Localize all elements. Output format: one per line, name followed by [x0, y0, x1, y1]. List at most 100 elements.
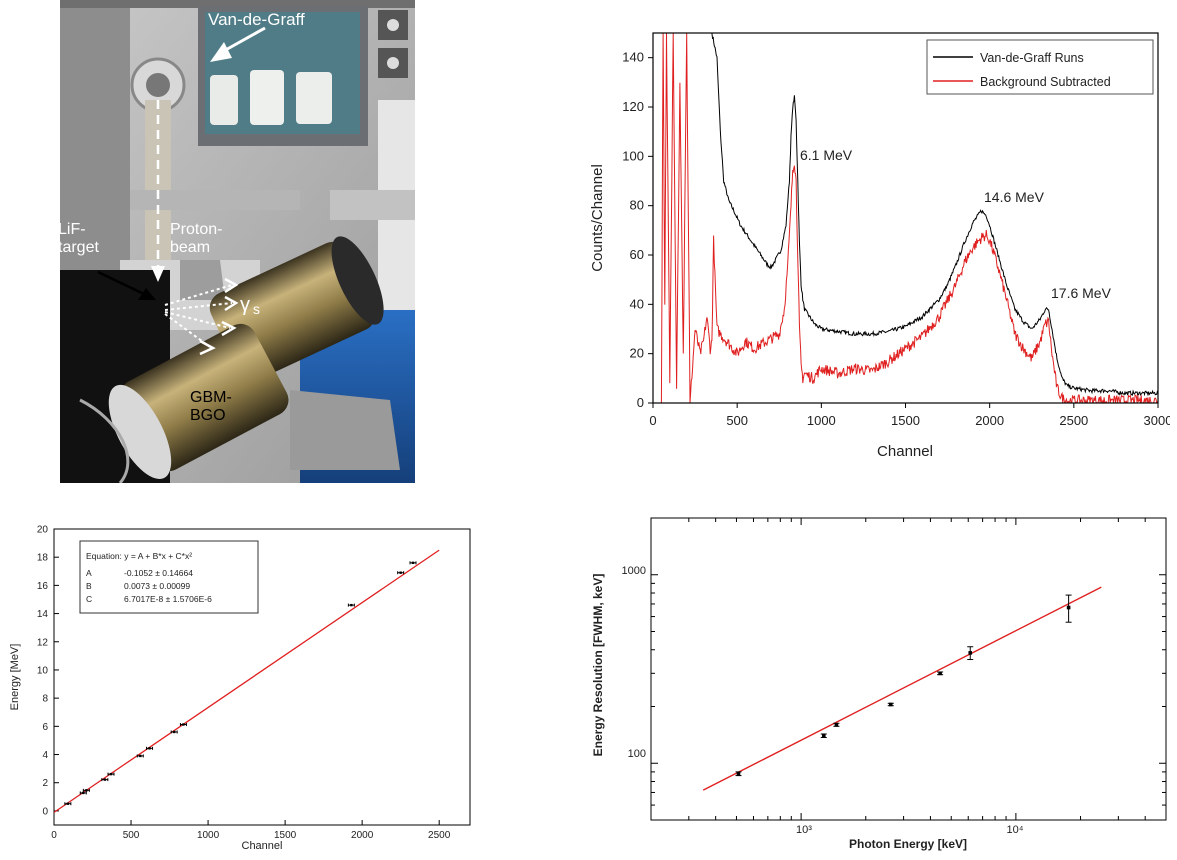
calibration-y-tick-label: 8 [42, 694, 48, 705]
calibration-data-point [136, 754, 144, 758]
resolution-fit-line [702, 586, 1102, 791]
series-line-van-de-graff-runs [711, 33, 1158, 397]
lif-target-label-1: LiF- [60, 221, 86, 238]
spectrum-y-tick-label: 40 [630, 296, 644, 311]
legend-label-background-subtracted: Background Subtracted [980, 75, 1111, 89]
spectrum-x-axis-label: Channel [877, 443, 933, 460]
spectrum-chart: 0 500 1000 1500 2000 2500 3000 0 20 40 60 80 100 120… [560, 0, 1177, 475]
fit-param-a-value: -0.1052 ± 0.14664 [124, 568, 193, 578]
spectrum-y-tick-label: 120 [622, 99, 644, 114]
spectrum-legend: Van-de-Graff Runs Background Subtracted [926, 39, 1154, 95]
calibration-y-tick-label: 4 [42, 750, 48, 761]
spectrum-chart-svg: 0 500 1000 1500 2000 2500 3000 0 20 40 60 80 100 120… [589, 32, 1172, 460]
calibration-y-tick-label: 2 [42, 778, 48, 789]
calibration-x-tick-label: 1500 [274, 830, 297, 841]
calibration-x-axis-label: Channel [242, 840, 283, 852]
calibration-x-tick-label: 2500 [428, 830, 451, 841]
fit-param-c-value: 6.7017E-8 ± 1.5706E-6 [124, 594, 212, 604]
annotation-14-6-mev: 14.6 MeV [984, 189, 1045, 205]
calibration-y-tick-label: 18 [37, 553, 49, 564]
calibration-y-tick-label: 6 [42, 722, 48, 733]
series-line-background-subtracted [660, 33, 1158, 403]
legend-label-vdg-runs: Van-de-Graff Runs [980, 51, 1084, 65]
calibration-fit-line [53, 549, 440, 813]
spectrum-x-tick-label: 2500 [1059, 413, 1088, 428]
calibration-data-point [82, 788, 90, 792]
lab-photo: Van-de-Graff LiF- target Proton- beam γ … [58, 0, 415, 484]
resolution-data-point [1065, 594, 1072, 623]
calibration-x-tick-label: 2000 [351, 830, 374, 841]
gamma-ray-arrows [164, 284, 233, 348]
calibration-y-tick-label: 20 [37, 525, 49, 536]
spectrum-x-tick-label: 500 [726, 413, 748, 428]
fit-equation: Equation: y = A + B*x + C*x² [86, 551, 192, 561]
van-de-graff-arrow [221, 26, 266, 54]
resolution-data-point [833, 722, 840, 727]
resolution-chart-svg: Photon Energy [keV] Energy Resolution [F… [591, 517, 1167, 851]
calibration-data-point [409, 561, 417, 565]
calibration-y-tick-label: 12 [37, 637, 49, 648]
proton-beam-label-2: beam [170, 239, 210, 256]
lif-target-arrow [97, 270, 149, 298]
fit-param-b-value: 0.0073 ± 0.00099 [124, 581, 190, 591]
spectrum-y-tick-label: 100 [622, 148, 644, 163]
gbm-bgo-label-1: GBM- [190, 389, 232, 406]
calibration-y-tick-label: 16 [37, 581, 49, 592]
resolution-y-axis-label: Energy Resolution [FWHM, keV] [591, 574, 605, 757]
calibration-y-tick-label: 0 [42, 806, 48, 817]
calibration-chart: 0 500 1000 1500 2000 2500 0 2 4 6 8 10 12 14 16 18 20 C… [0, 515, 480, 856]
spectrum-x-tick-label: 1500 [891, 413, 920, 428]
calibration-data-point [101, 778, 109, 782]
calibration-data-point [179, 723, 187, 727]
annotation-6-1-mev: 6.1 MeV [800, 147, 853, 163]
calibration-chart-svg: 0 500 1000 1500 2000 2500 0 2 4 6 8 10 12 14 16 18 20 C… [9, 525, 471, 852]
calibration-x-tick-label: 500 [123, 830, 140, 841]
resolution-data-point [820, 733, 827, 738]
resolution-y-tick-label: 100 [628, 748, 646, 760]
spectrum-y-tick-label: 0 [637, 395, 644, 410]
van-de-graff-label: Van-de-Graff [208, 10, 305, 29]
fit-param-b-name: B [86, 581, 92, 591]
fit-param-a-name: A [86, 568, 92, 578]
spectrum-y-tick-label: 60 [630, 247, 644, 262]
resolution-x-tick-label: 10⁴ [1007, 824, 1024, 836]
spectrum-x-tick-label: 0 [649, 413, 656, 428]
spectrum-y-axis-label: Counts/Channel [589, 164, 606, 272]
proton-beam-arrowhead [151, 266, 165, 282]
resolution-data-point [735, 771, 742, 777]
calibration-x-tick-label: 0 [51, 830, 57, 841]
calibration-plot-frame [53, 528, 471, 826]
resolution-data-point [937, 671, 944, 676]
van-de-graff-arrowhead [210, 42, 232, 62]
proton-beam-label-1: Proton- [170, 221, 222, 238]
fit-param-c-name: C [86, 594, 92, 604]
spectrum-x-tick-label: 3000 [1144, 413, 1170, 428]
calibration-data-point [107, 772, 115, 776]
calibration-y-tick-label: 10 [37, 665, 49, 676]
fit-parameter-box: Equation: y = A + B*x + C*x² A -0.1052 ±… [79, 540, 259, 614]
calibration-y-tick-label: 14 [37, 609, 49, 620]
spectrum-x-tick-label: 2000 [975, 413, 1004, 428]
calibration-data-point [79, 791, 87, 795]
spectrum-x-tick-label: 1000 [807, 413, 836, 428]
resolution-data-point [887, 702, 894, 707]
lif-target-label-2: target [60, 239, 99, 256]
resolution-plot-frame [650, 517, 1167, 821]
spectrum-y-tick-label: 140 [622, 50, 644, 65]
calibration-x-tick-label: 1000 [197, 830, 220, 841]
calibration-data-point [64, 802, 72, 806]
resolution-data-point [967, 646, 974, 661]
calibration-data-point [146, 746, 154, 750]
calibration-data-point [347, 603, 355, 607]
calibration-y-axis-label: Energy [MeV] [9, 644, 21, 711]
resolution-chart: Photon Energy [keV] Energy Resolution [F… [586, 515, 1177, 856]
lab-photo-drawing: Van-de-Graff LiF- target Proton- beam γ … [58, 0, 415, 484]
spectrum-y-tick-label: 20 [630, 346, 644, 361]
gbm-bgo-label-2: BGO [190, 407, 226, 424]
gammas-label-gamma: γ [240, 294, 250, 316]
resolution-y-tick-label: 1000 [622, 565, 646, 577]
spectrum-y-tick-label: 80 [630, 198, 644, 213]
calibration-data-point [397, 571, 405, 575]
calibration-data-point [170, 730, 178, 734]
resolution-x-tick-label: 10³ [796, 824, 812, 836]
